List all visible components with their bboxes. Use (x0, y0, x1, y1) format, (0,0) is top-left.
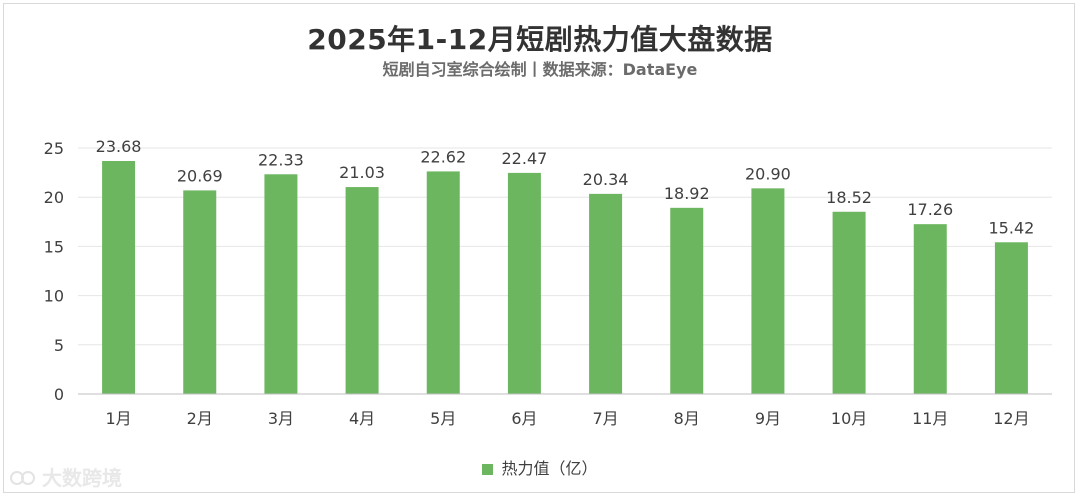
x-tick-label: 3月 (268, 409, 294, 428)
x-tick-label: 5月 (430, 409, 456, 428)
data-label: 15.42 (989, 218, 1035, 237)
chart-title: 2025年1-12月短剧热力值大盘数据 (307, 23, 773, 56)
legend: 热力值（亿） (0, 455, 1080, 479)
x-tick-label: 10月 (831, 409, 867, 428)
bar (994, 242, 1028, 394)
x-tick-label: 2月 (187, 409, 213, 428)
y-tick-label: 10 (44, 287, 64, 306)
y-tick-label: 15 (44, 237, 64, 256)
y-tick-label: 20 (44, 188, 64, 207)
data-label: 22.33 (258, 150, 304, 169)
bar (832, 211, 866, 394)
chart-subtitle: 短剧自习室综合绘制丨数据来源：DataEye (382, 60, 698, 79)
legend-swatch (482, 464, 494, 475)
watermark-text: 大数跨境 (42, 466, 122, 490)
y-tick-label: 0 (54, 385, 64, 404)
data-label: 20.90 (745, 164, 791, 183)
x-tick-label: 1月 (105, 409, 131, 428)
legend-label: 热力值（亿） (501, 459, 598, 478)
x-tick-label: 12月 (993, 409, 1029, 428)
data-label: 20.69 (177, 166, 223, 185)
x-tick-label: 7月 (592, 409, 618, 428)
bar (183, 190, 217, 394)
bar (913, 224, 947, 394)
x-tick-label: 6月 (511, 409, 537, 428)
data-label: 20.34 (583, 170, 629, 189)
x-tick-label: 9月 (755, 409, 781, 428)
data-label: 22.62 (420, 147, 466, 166)
watermark-logo-icon (10, 471, 35, 485)
y-tick-label: 25 (44, 139, 64, 158)
bar (264, 174, 298, 394)
bar (507, 172, 541, 394)
data-label: 18.92 (664, 184, 710, 203)
bar (670, 207, 704, 394)
data-label: 21.03 (339, 163, 385, 182)
y-tick-label: 5 (54, 336, 64, 355)
data-label: 22.47 (502, 149, 548, 168)
data-label: 18.52 (826, 188, 872, 207)
bar (589, 193, 623, 394)
data-label: 17.26 (907, 200, 953, 219)
x-tick-label: 4月 (349, 409, 375, 428)
x-tick-label: 8月 (674, 409, 700, 428)
bar (345, 187, 379, 394)
bar (102, 160, 136, 394)
watermark: 大数跨境 (10, 462, 122, 491)
bar (751, 188, 785, 394)
data-label: 23.68 (96, 137, 142, 156)
x-tick-label: 11月 (912, 409, 948, 428)
bar (426, 171, 460, 394)
